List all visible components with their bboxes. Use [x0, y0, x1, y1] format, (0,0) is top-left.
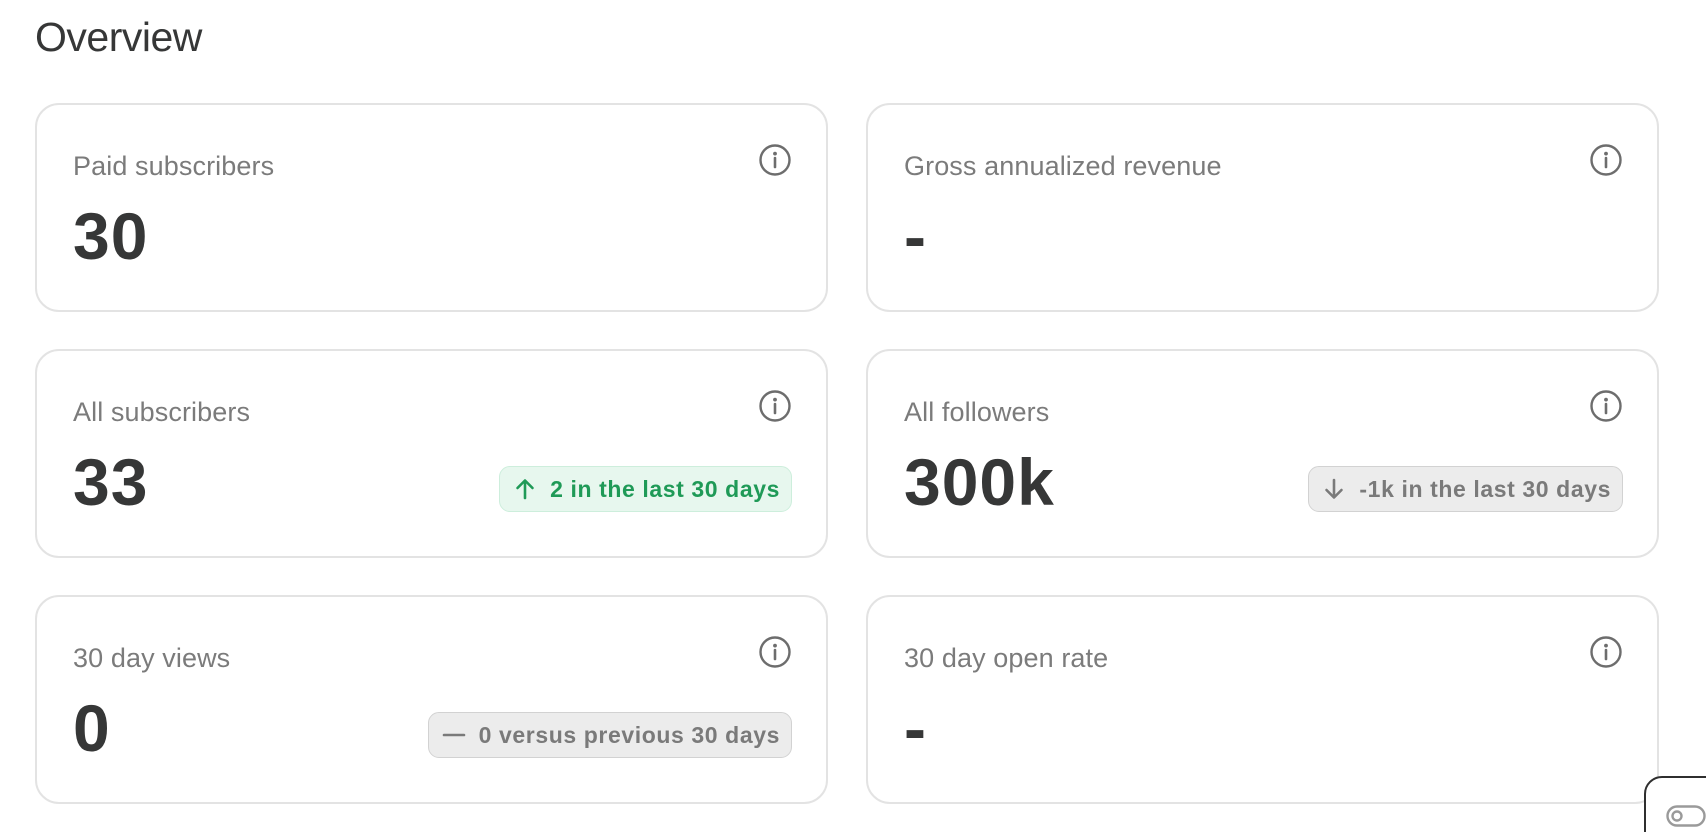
card-30-day-views: 30 day views 0 0 versus previous 30 days	[35, 595, 828, 804]
card-label: Paid subscribers	[73, 151, 275, 181]
trend-badge-text: 2 in the last 30 days	[550, 475, 780, 502]
toggle-widget-button[interactable]	[1644, 776, 1706, 832]
card-paid-subscribers: Paid subscribers 30	[35, 103, 828, 312]
info-icon[interactable]	[1589, 143, 1623, 177]
trend-badge: 0 versus previous 30 days	[427, 712, 792, 758]
info-icon[interactable]	[758, 143, 792, 177]
arrow-down-icon	[1321, 476, 1347, 502]
card-value: -	[904, 199, 927, 273]
info-icon[interactable]	[758, 635, 792, 669]
trend-badge-text: -1k in the last 30 days	[1359, 475, 1611, 502]
card-value: -	[904, 691, 927, 765]
page-title: Overview	[35, 14, 202, 60]
overview-card-grid: Paid subscribers 30 Gross annualized rev…	[35, 103, 1659, 804]
card-label: Gross annualized revenue	[904, 151, 1222, 181]
card-value: 33	[73, 445, 149, 519]
card-gross-annualized-revenue: Gross annualized revenue -	[866, 103, 1659, 312]
trend-badge-text: 0 versus previous 30 days	[478, 721, 780, 748]
card-all-followers: All followers 300k -1k in the last 30 da…	[866, 349, 1659, 558]
trend-badge: 2 in the last 30 days	[499, 466, 792, 512]
card-label: 30 day views	[73, 643, 231, 673]
card-label: All followers	[904, 397, 1050, 427]
card-value: 300k	[904, 445, 1055, 519]
card-value: 0	[73, 691, 111, 765]
info-icon[interactable]	[758, 389, 792, 423]
arrow-up-icon	[512, 476, 538, 502]
info-icon[interactable]	[1589, 635, 1623, 669]
trend-badge: -1k in the last 30 days	[1308, 466, 1623, 512]
card-30-day-open-rate: 30 day open rate -	[866, 595, 1659, 804]
card-label: 30 day open rate	[904, 643, 1109, 673]
card-value: 30	[73, 199, 149, 273]
info-icon[interactable]	[1589, 389, 1623, 423]
card-label: All subscribers	[73, 397, 251, 427]
card-all-subscribers: All subscribers 33 2 in the last 30 days	[35, 349, 828, 558]
dash-icon	[441, 722, 467, 748]
